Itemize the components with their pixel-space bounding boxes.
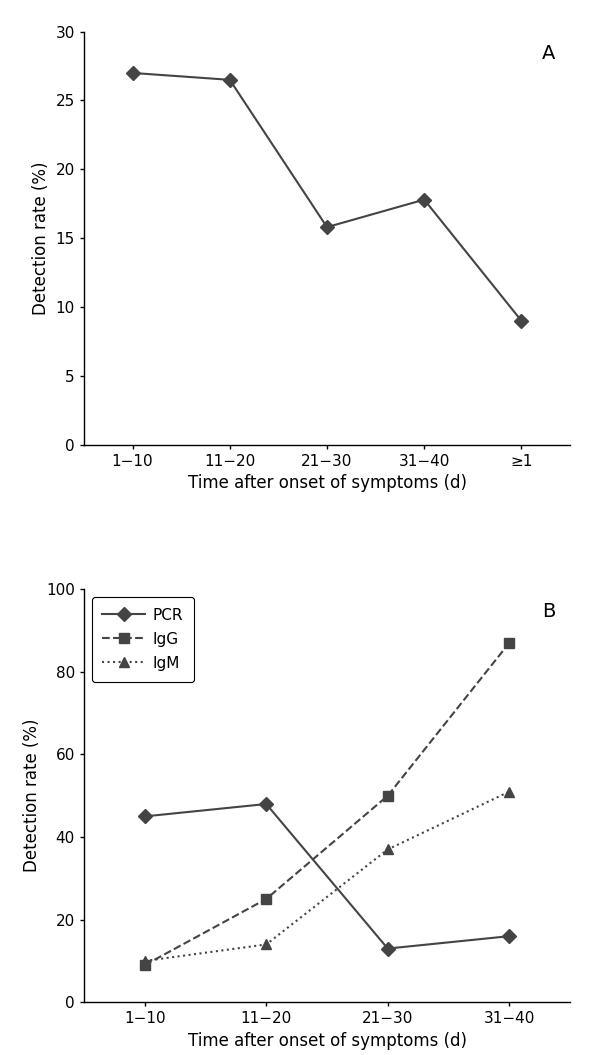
X-axis label: Time after onset of symptoms (d): Time after onset of symptoms (d) [187, 475, 467, 493]
IgG [141, 959, 148, 972]
Legend: PCR, IgG, IgM: PCR, IgG, IgM [92, 597, 194, 682]
IgM [263, 938, 270, 951]
Y-axis label: Detection rate (%): Detection rate (%) [23, 720, 41, 872]
X-axis label: Time after onset of symptoms (d): Time after onset of symptoms (d) [187, 1032, 467, 1050]
Text: A: A [542, 44, 556, 63]
IgM [506, 785, 513, 798]
PCR [506, 929, 513, 942]
Text: B: B [542, 601, 556, 620]
PCR [263, 798, 270, 810]
Line: PCR: PCR [140, 799, 514, 954]
PCR [141, 810, 148, 823]
IgM [141, 955, 148, 967]
Y-axis label: Detection rate (%): Detection rate (%) [32, 161, 50, 314]
IgG [506, 636, 513, 649]
IgM [384, 843, 391, 856]
IgG [263, 893, 270, 905]
Line: IgG: IgG [140, 638, 514, 970]
PCR [384, 942, 391, 955]
Line: IgM: IgM [140, 787, 514, 965]
IgG [384, 789, 391, 802]
